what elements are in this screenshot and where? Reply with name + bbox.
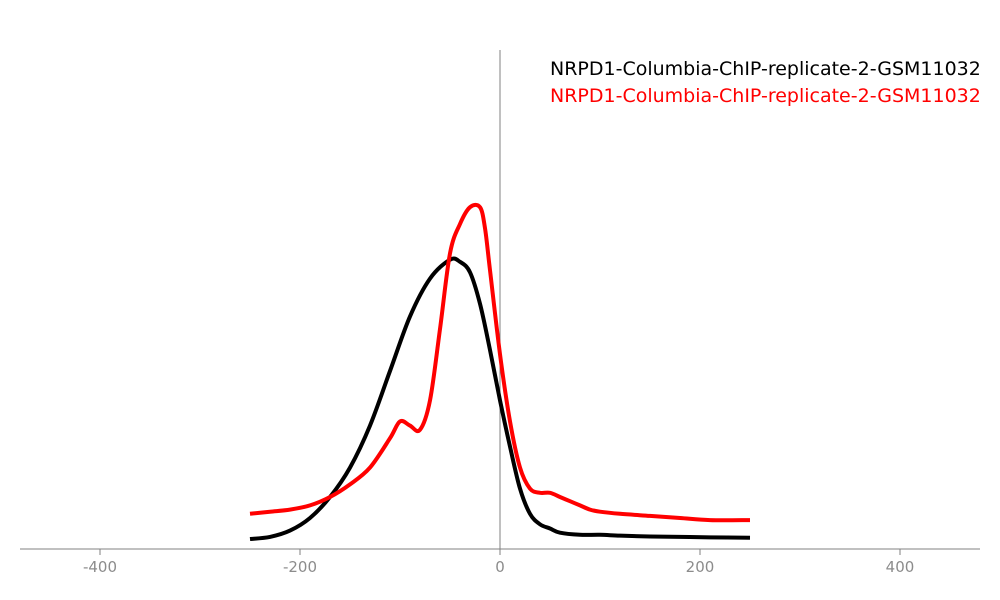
x-tick-label: -200 [283,558,317,576]
legend-entry-black: NRPD1-Columbia-ChIP-replicate-2-GSM11032 [550,58,981,80]
x-tick-label: -400 [83,558,117,576]
x-tick-label: 200 [686,558,715,576]
legend-entry-red: NRPD1-Columbia-ChIP-replicate-2-GSM11032 [550,85,981,107]
axes: -400 -200 0 200 400 [20,50,980,576]
legend: NRPD1-Columbia-ChIP-replicate-2-GSM11032… [550,56,981,110]
x-tick-label: 400 [886,558,915,576]
series-line-black [249,256,751,541]
series-line-red [249,202,751,523]
x-tick-label: 0 [495,558,505,576]
series-layer [249,202,751,541]
